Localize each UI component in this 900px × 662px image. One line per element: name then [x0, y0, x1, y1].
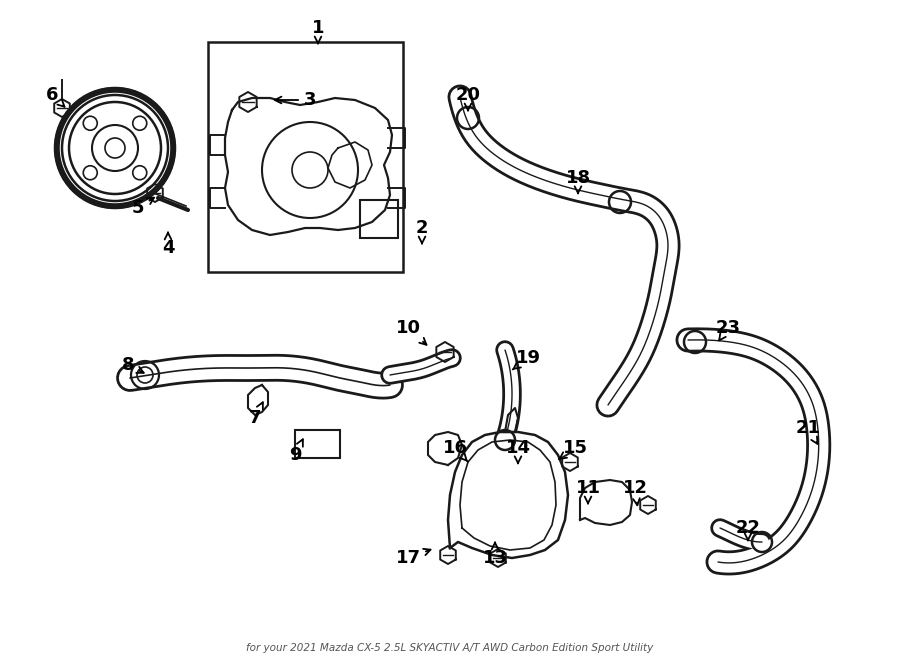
Text: for your 2021 Mazda CX-5 2.5L SKYACTIV A/T AWD Carbon Edition Sport Utility: for your 2021 Mazda CX-5 2.5L SKYACTIV A…: [247, 643, 653, 653]
Circle shape: [84, 166, 97, 180]
Polygon shape: [448, 432, 568, 558]
Text: 6: 6: [46, 86, 65, 107]
Circle shape: [132, 117, 147, 130]
Bar: [360, 200, 398, 238]
Text: 14: 14: [506, 439, 530, 463]
Text: 16: 16: [443, 439, 468, 462]
Polygon shape: [428, 432, 462, 465]
Circle shape: [132, 166, 147, 180]
Text: 13: 13: [482, 543, 508, 567]
Text: 20: 20: [455, 86, 481, 111]
Polygon shape: [580, 480, 632, 525]
Bar: [208, 42, 403, 272]
Text: 21: 21: [796, 419, 821, 444]
Text: 22: 22: [735, 519, 760, 540]
Text: 15: 15: [559, 439, 588, 459]
Text: 7: 7: [248, 402, 263, 427]
Text: 10: 10: [395, 319, 427, 345]
Text: 8: 8: [122, 356, 144, 374]
Text: 23: 23: [716, 319, 741, 340]
Text: 11: 11: [575, 479, 600, 503]
Text: 2: 2: [416, 219, 428, 244]
Text: 5: 5: [131, 198, 154, 217]
Bar: [295, 430, 340, 458]
Text: 12: 12: [623, 479, 647, 505]
Text: 17: 17: [395, 549, 430, 567]
Text: 4: 4: [162, 232, 175, 257]
Text: 19: 19: [513, 349, 541, 369]
Text: 9: 9: [289, 440, 303, 464]
Text: 1: 1: [311, 19, 324, 44]
Circle shape: [84, 117, 97, 130]
Text: 3: 3: [274, 91, 316, 109]
Text: 18: 18: [565, 169, 590, 193]
